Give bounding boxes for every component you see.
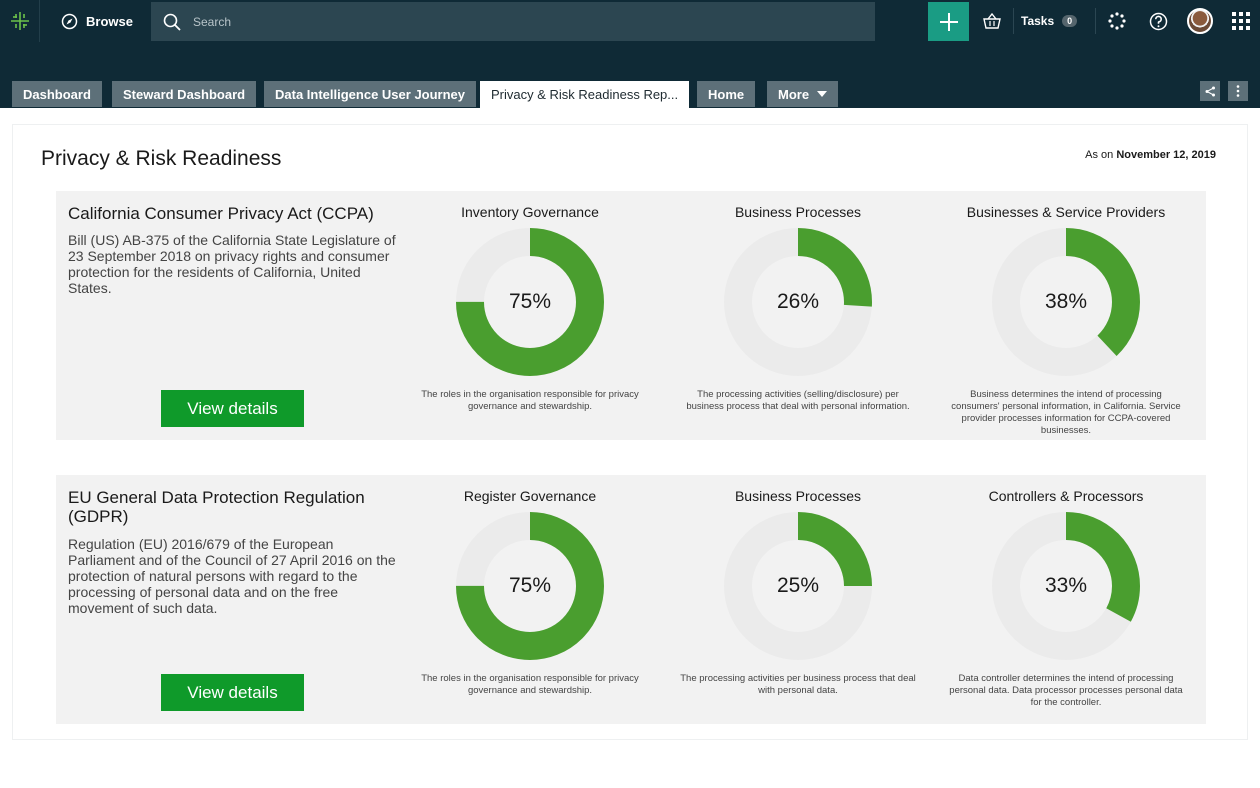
divider	[1013, 8, 1014, 34]
donut-arc	[992, 228, 1140, 376]
divider	[1095, 8, 1096, 34]
avatar	[1187, 8, 1213, 34]
donut-value-label: 25%	[776, 574, 820, 597]
metric-title: Inventory Governance	[461, 204, 599, 220]
tab-label: Steward Dashboard	[123, 86, 246, 102]
donut-svg	[992, 512, 1140, 660]
browse-label: Browse	[86, 13, 133, 29]
tab-privacy-risk-readiness[interactable]: Privacy & Risk Readiness Rep...	[480, 81, 690, 108]
tasks-button[interactable]: Tasks 0	[1021, 0, 1078, 42]
donut-chart: 38%	[991, 227, 1141, 377]
top-bar: Browse Tasks 0	[0, 0, 1260, 42]
help-icon	[1149, 12, 1167, 30]
metric-title: Business Processes	[734, 204, 862, 220]
donut-chart: 26%	[723, 227, 873, 377]
tab-label: Privacy & Risk Readiness Rep...	[491, 87, 679, 102]
donut-chart: 33%	[991, 511, 1141, 661]
browse-button[interactable]: Browse	[41, 0, 151, 42]
plus-icon	[939, 12, 958, 31]
card-title: California Consumer Privacy Act (CCPA)	[68, 204, 374, 223]
as-on-date-value: November 12, 2019	[1116, 149, 1216, 161]
more-vertical-icon	[1236, 85, 1240, 97]
page-title: Privacy & Risk Readiness	[41, 147, 282, 170]
dashboard-panel: Privacy & Risk Readiness As on November …	[12, 124, 1248, 740]
metric-title: Controllers & Processors	[988, 488, 1144, 504]
donut-value-label: 75%	[508, 290, 552, 313]
regulation-card-ccpa: California Consumer Privacy Act (CCPA) B…	[56, 191, 1206, 440]
tab-label: Data Intelligence User Journey	[275, 86, 466, 102]
tab-dashboard[interactable]: Dashboard	[12, 81, 102, 107]
donut-arc	[456, 512, 604, 660]
view-details-button[interactable]: View details	[161, 674, 304, 711]
logo-icon	[10, 12, 29, 30]
donut-arc	[992, 512, 1140, 660]
tab-home[interactable]: Home	[697, 81, 756, 107]
share-button[interactable]	[1200, 81, 1220, 101]
metric-description: The roles in the organisation responsibl…	[421, 389, 639, 412]
donut-chart: 75%	[455, 227, 605, 377]
tasks-count-badge: 0	[1062, 15, 1078, 27]
card-title: EU General Data Protection Regulation (G…	[68, 488, 365, 526]
as-on-prefix: As on	[1085, 149, 1114, 161]
donut-value-label: 33%	[1044, 574, 1088, 597]
metric-businesses-service-providers: Businesses & Service Providers 38% Busin…	[942, 202, 1190, 437]
options-button[interactable]	[1228, 81, 1248, 101]
regulation-card-gdpr: EU General Data Protection Regulation (G…	[56, 475, 1206, 724]
basket-button[interactable]	[974, 0, 1010, 42]
metric-business-processes: Business Processes 25% The processing ac…	[674, 486, 922, 697]
tab-label: Home	[708, 86, 745, 102]
activity-button[interactable]	[1102, 0, 1132, 42]
tab-data-intelligence-user-journey[interactable]: Data Intelligence User Journey	[264, 81, 477, 107]
metric-description: Business determines the intend of proces…	[951, 389, 1181, 436]
basket-icon	[983, 13, 1001, 29]
donut-value-label: 38%	[1044, 290, 1088, 313]
metric-description: The processing activities (selling/discl…	[686, 389, 910, 412]
search-input[interactable]	[193, 14, 793, 29]
metric-title: Businesses & Service Providers	[966, 204, 1166, 220]
donut-arc	[724, 512, 872, 660]
donut-svg	[724, 512, 872, 660]
donut-svg	[456, 228, 604, 376]
add-button[interactable]	[928, 2, 969, 41]
metric-inventory-governance: Inventory Governance 75% The roles in th…	[406, 202, 654, 413]
tab-label: Dashboard	[23, 86, 91, 102]
donut-value-label: 75%	[508, 574, 552, 597]
metric-description: The roles in the organisation responsibl…	[421, 673, 639, 696]
donut-chart: 25%	[723, 511, 873, 661]
grid-icon	[1232, 12, 1250, 30]
metric-title: Register Governance	[463, 488, 597, 504]
app-launcher-button[interactable]	[1226, 0, 1256, 42]
tab-strip: Dashboard Steward Dashboard Data Intelli…	[0, 42, 1260, 108]
donut-svg	[992, 228, 1140, 376]
donut-svg	[456, 512, 604, 660]
search-bar[interactable]	[151, 2, 875, 41]
tab-label: More	[778, 86, 810, 102]
card-description: Regulation (EU) 2016/679 of the European…	[68, 536, 396, 616]
search-icon	[163, 13, 181, 31]
tab-more[interactable]: More	[767, 81, 839, 107]
as-on-date: As on November 12, 2019	[1085, 149, 1216, 161]
metric-description: Data controller determines the intend of…	[949, 673, 1183, 708]
donut-value-label: 26%	[776, 290, 820, 313]
metric-description: The processing activities per business p…	[680, 673, 916, 696]
metric-business-processes: Business Processes 26% The processing ac…	[674, 202, 922, 413]
view-details-button[interactable]: View details	[161, 390, 304, 427]
user-avatar-button[interactable]	[1185, 0, 1215, 42]
card-description: Bill (US) AB-375 of the California State…	[68, 232, 396, 296]
donut-arc	[456, 228, 604, 376]
tab-steward-dashboard[interactable]: Steward Dashboard	[112, 81, 257, 107]
metric-register-governance: Register Governance 75% The roles in the…	[406, 486, 654, 697]
metric-title: Business Processes	[734, 488, 862, 504]
donut-chart: 75%	[455, 511, 605, 661]
help-button[interactable]	[1143, 0, 1173, 42]
chevron-down-icon	[817, 91, 828, 97]
tasks-label: Tasks	[1021, 14, 1055, 28]
share-icon	[1205, 86, 1215, 96]
spinner-icon	[1108, 12, 1126, 30]
donut-svg	[724, 228, 872, 376]
app-logo[interactable]	[0, 0, 40, 42]
compass-icon	[61, 13, 78, 29]
metric-controllers-processors: Controllers & Processors 33% Data contro…	[942, 486, 1190, 709]
donut-arc	[724, 228, 872, 376]
